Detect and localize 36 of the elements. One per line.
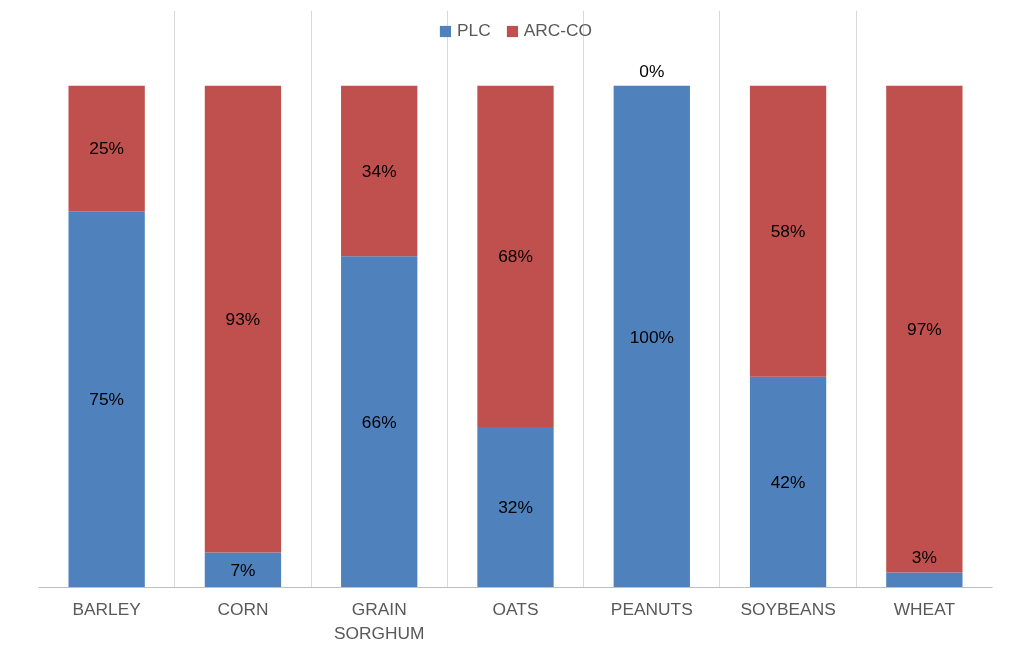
bar [341, 85, 418, 257]
x-tick-label: CORN [217, 598, 269, 619]
data-label: 25% [89, 138, 124, 159]
data-label: 66% [361, 411, 397, 432]
bar [204, 85, 282, 553]
x-tick-label: PEANUTS [610, 598, 693, 619]
data-label: 93% [225, 309, 261, 330]
bar [749, 376, 827, 588]
data-label: 7% [230, 559, 256, 580]
data-label: 68% [498, 246, 533, 267]
bar [477, 85, 554, 427]
legend-label: ARC-CO [523, 20, 593, 41]
data-label: 32% [498, 497, 533, 518]
bar [477, 426, 554, 588]
data-label: 75% [89, 389, 124, 410]
legend-label: PLC [456, 20, 491, 41]
data-label: 34% [361, 161, 397, 182]
data-label: 100% [629, 326, 674, 347]
bar [341, 256, 418, 588]
data-label: 58% [770, 221, 806, 242]
x-tick-label: WHEAT [893, 598, 956, 619]
data-label: 97% [907, 319, 942, 340]
bar [68, 211, 145, 588]
x-tick-label: GRAIN SORGHUM [333, 598, 425, 643]
data-label: 0% [639, 60, 665, 81]
x-tick-label: BARLEY [72, 598, 142, 619]
bar [886, 572, 963, 588]
data-label: 42% [770, 472, 806, 493]
bar [749, 85, 827, 377]
bar [613, 85, 690, 588]
bar [886, 85, 963, 573]
bar [68, 85, 145, 212]
data-label: 3% [911, 547, 937, 568]
bar [204, 552, 282, 588]
x-tick-label: SOYBEANS [740, 598, 836, 619]
x-tick-label: OATS [492, 598, 539, 619]
